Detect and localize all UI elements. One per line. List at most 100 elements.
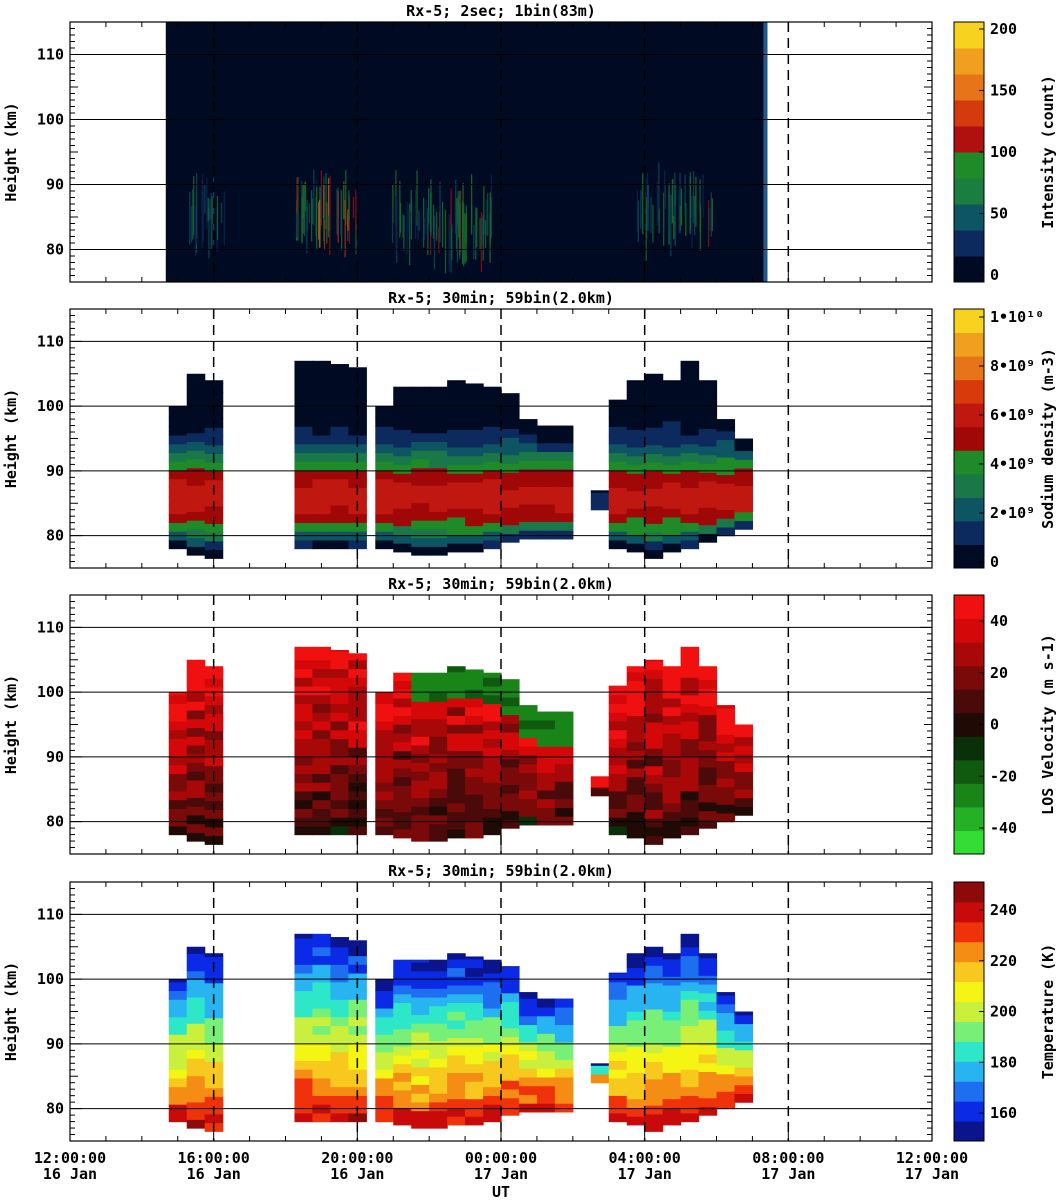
heatmap-cell — [608, 452, 628, 462]
heatmap-cell — [168, 1077, 188, 1088]
heatmap-cell — [330, 504, 349, 515]
heatmap-cell — [375, 539, 394, 550]
heatmap-cell — [447, 829, 466, 839]
heatmap-cell — [680, 426, 700, 436]
heatmap-cell — [662, 1019, 682, 1030]
heatmap-cell — [734, 771, 754, 781]
heatmap-cell — [501, 437, 520, 447]
heatmap-cell — [662, 429, 682, 439]
heatmap-cell — [501, 1106, 520, 1116]
heatmap-cell — [483, 738, 502, 748]
heatmap-cell — [716, 705, 736, 709]
intensity-streak — [340, 189, 342, 235]
heatmap-cell — [465, 1089, 484, 1100]
heatmap-cell — [393, 1116, 412, 1126]
heatmap-cell — [644, 532, 664, 542]
heatmap-cell — [429, 388, 448, 399]
heatmap-cell — [465, 464, 484, 474]
heatmap-cell — [716, 1047, 736, 1057]
heatmap-cell — [536, 807, 556, 817]
heatmap-cell — [518, 816, 538, 826]
heatmap-cell — [501, 1018, 520, 1029]
heatmap-cell — [204, 669, 224, 679]
heatmap-cell — [168, 1007, 188, 1018]
intensity-streak — [430, 192, 432, 233]
intensity-streak — [637, 200, 639, 243]
heatmap-cell — [698, 533, 718, 543]
intensity-streak — [694, 195, 696, 221]
heatmap-cell — [483, 504, 502, 515]
intensity-streak — [416, 170, 418, 226]
heatmap-cell — [608, 1086, 628, 1096]
heatmap-cell — [465, 1081, 484, 1091]
heatmap-cell — [330, 408, 349, 419]
heatmap-cell — [294, 373, 314, 384]
heatmap-cell — [680, 513, 700, 523]
heatmap-cell — [330, 452, 349, 462]
heatmap-cell — [518, 998, 538, 1008]
heatmap-cell — [294, 360, 314, 366]
heatmap-cell — [501, 410, 520, 421]
heatmap-cell — [465, 776, 484, 786]
heatmap-cell — [447, 967, 466, 977]
heatmap-cell — [330, 651, 349, 661]
heatmap-cell — [518, 728, 538, 739]
heatmap-cell — [186, 979, 206, 989]
heatmap-cell — [536, 816, 556, 826]
heatmap-cell — [536, 763, 556, 774]
heatmap-cell — [590, 492, 610, 502]
heatmap-cell — [447, 525, 466, 535]
heatmap-cell — [501, 705, 520, 716]
heatmap-cell — [411, 485, 430, 495]
heatmap-cell — [608, 426, 628, 436]
heatmap-cell — [608, 712, 628, 722]
heatmap-cell — [626, 958, 646, 969]
heatmap-cell — [186, 406, 206, 416]
heatmap-cell — [168, 825, 188, 836]
x-tick-time-label: 08:00:00 — [752, 1149, 824, 1167]
heatmap-cell — [375, 773, 394, 783]
intensity-streak — [668, 183, 670, 245]
heatmap-cell — [698, 489, 718, 499]
heatmap-cell — [411, 771, 430, 781]
heatmap-cell — [186, 701, 206, 711]
heatmap-cell — [429, 1075, 448, 1085]
heatmap-cell — [186, 397, 206, 408]
heatmap-cell — [662, 420, 682, 431]
heatmap-cell — [680, 659, 700, 670]
heatmap-cell — [465, 385, 484, 396]
heatmap-cell — [483, 469, 502, 480]
heatmap-cell — [393, 429, 412, 439]
heatmap-cell — [626, 380, 646, 387]
heatmap-cell — [518, 789, 538, 800]
heatmap-cell — [662, 1054, 682, 1065]
heatmap-cell — [734, 724, 754, 729]
heatmap-cell — [698, 810, 718, 820]
heatmap-cell — [680, 399, 700, 410]
heatmap-cell — [518, 772, 538, 782]
heatmap-cell — [483, 790, 502, 801]
heatmap-cell — [698, 1080, 718, 1090]
heatmap-cell — [294, 1112, 314, 1123]
intensity-streak — [480, 212, 483, 273]
heatmap-cell — [680, 461, 700, 471]
heatmap-cell — [429, 692, 448, 702]
heatmap-cell — [312, 964, 331, 974]
heatmap-cell — [294, 808, 314, 818]
heatmap-cell — [716, 734, 736, 744]
heatmap-cell — [429, 1119, 448, 1129]
heatmap-cell — [644, 383, 664, 393]
heatmap-cell — [330, 729, 349, 740]
heatmap-cell — [375, 513, 394, 523]
heatmap-cell — [465, 429, 484, 439]
heatmap-cell — [554, 816, 574, 826]
x-tick-date-label: 16 Jan — [330, 1165, 384, 1183]
heatmap-cell — [294, 487, 314, 497]
heatmap-cell — [626, 706, 646, 717]
intensity-streak — [347, 209, 349, 231]
intensity-streak — [343, 181, 345, 220]
heatmap-cell — [204, 1035, 224, 1045]
heatmap-cell — [554, 737, 574, 747]
intensity-streak — [428, 188, 430, 224]
intensity-streak — [194, 206, 197, 257]
